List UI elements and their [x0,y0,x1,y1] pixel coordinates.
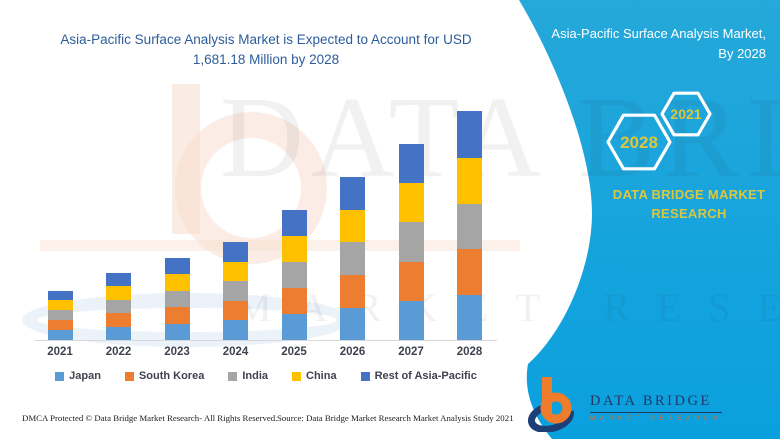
segment-2027-china [398,183,424,223]
legend-label: India [242,370,268,382]
segment-2024-china [223,261,248,282]
x-axis-label-2027: 2027 [398,346,424,358]
segment-2022-india [106,299,131,314]
x-axis-label-2025: 2025 [281,346,307,358]
x-axis-label-2028: 2028 [456,346,483,358]
segment-2022-rest-of-asia-pacific [106,273,131,287]
x-axis-label-2026: 2026 [339,346,366,358]
segment-2028-south-korea [457,249,482,295]
stacked-bar-2026 [340,177,365,340]
segment-2023-china [164,274,190,291]
segment-2023-japan [164,323,190,340]
segment-2025-rest-of-asia-pacific [281,210,307,237]
data-bridge-logo-icon [528,377,574,432]
segment-2026-south-korea [340,275,365,308]
bar-chart-plot-area [35,100,497,341]
legend-swatch [228,371,238,381]
segment-2026-japan [340,307,365,340]
segment-2026-rest-of-asia-pacific [340,177,365,210]
x-axis-label-2021: 2021 [47,346,73,358]
legend-item-india: India [228,370,268,382]
year-hexagons: 2028 2021 [606,91,712,171]
stacked-bar-2024 [223,242,248,340]
hexagon-2021-outline [660,91,712,137]
segment-2023-india [164,290,190,308]
legend-label: South Korea [138,370,205,382]
segment-2028-japan [457,294,482,340]
stacked-bar-2023 [164,257,190,340]
segment-2027-rest-of-asia-pacific [398,143,424,184]
stacked-bar-2027 [398,143,424,340]
legend-item-japan: Japan [55,370,101,382]
hexagon-2028-outline [606,113,672,171]
segment-2021-japan [47,329,73,340]
legend-item-rest-of-asia-pacific: Rest of Asia-Pacific [360,370,477,382]
segment-2027-india [398,222,424,262]
legend-swatch [124,371,134,381]
hexagon-2028-label: 2028 [620,133,658,152]
segment-2022-china [106,286,131,300]
logo-wordmark: DATA BRIDGE [590,393,723,413]
brand-name-text: DATA BRIDGE MARKET RESEARCH [612,187,766,221]
chart-title: Asia-Pacific Surface Analysis Market is … [60,32,472,68]
side-panel-title-line2: By 2028 [718,46,766,62]
segment-2023-south-korea [164,307,190,324]
stacked-bar-2028 [457,111,482,340]
segment-2027-south-korea [398,261,424,301]
segment-2028-rest-of-asia-pacific [457,111,482,158]
segment-2023-rest-of-asia-pacific [164,257,190,275]
source-text: Source: Data Bridge Market Research Mark… [277,413,514,423]
x-axis-label-2024: 2024 [222,346,249,358]
segment-2025-japan [281,314,307,340]
segment-2022-japan [106,326,131,340]
stacked-bar-2022 [106,273,131,340]
segment-2026-china [340,209,365,243]
stacked-bar-2025 [281,210,307,340]
chart-legend: Japan South Korea India China Rest of Asia-P… [35,370,497,382]
segment-2027-japan [398,301,424,340]
data-bridge-logo: DATA BRIDGE MARKET RESEARCH [528,376,723,432]
segment-2021-south-korea [47,320,73,330]
segment-2025-south-korea [281,288,307,315]
legend-swatch [292,371,301,381]
legend-label: China [306,370,337,382]
legend-item-china: China [292,370,337,382]
legend-swatch [55,371,65,381]
segment-2022-south-korea [106,313,131,327]
segment-2024-india [223,281,248,301]
segment-2021-rest-of-asia-pacific [47,291,73,301]
segment-2021-india [47,310,73,321]
legend-label: Rest of Asia-Pacific [374,370,477,382]
segment-2024-south-korea [223,300,248,321]
x-axis-labels: 2021 2022 2023 2024 2025 2026 2027 2028 [0,346,540,362]
legend-item-south-korea: South Korea [124,370,205,382]
segment-2025-india [281,262,307,289]
x-axis-label-2023: 2023 [164,346,190,358]
legend-swatch [360,371,370,381]
segment-2028-china [457,157,482,204]
stacked-bar-2021 [47,291,73,340]
legend-label: Japan [69,370,101,382]
logo-tagline: MARKET RESEARCH [590,414,723,422]
side-panel-title: Asia-Pacific Surface Analysis Market, By… [516,24,766,64]
segment-2028-india [457,203,482,250]
segment-2026-india [340,242,365,276]
segment-2024-rest-of-asia-pacific [223,242,248,262]
dmca-copyright-text: DMCA Protected © Data Bridge Market Rese… [22,413,278,423]
data-bridge-logo-text: DATA BRIDGE MARKET RESEARCH [590,393,723,422]
hexagon-2021-label: 2021 [670,106,701,122]
segment-2025-china [281,236,307,263]
x-axis-label-2022: 2022 [105,346,132,358]
side-panel-title-line1: Asia-Pacific Surface Analysis Market, [551,26,766,41]
segment-2021-china [47,300,73,311]
segment-2024-japan [223,320,248,340]
